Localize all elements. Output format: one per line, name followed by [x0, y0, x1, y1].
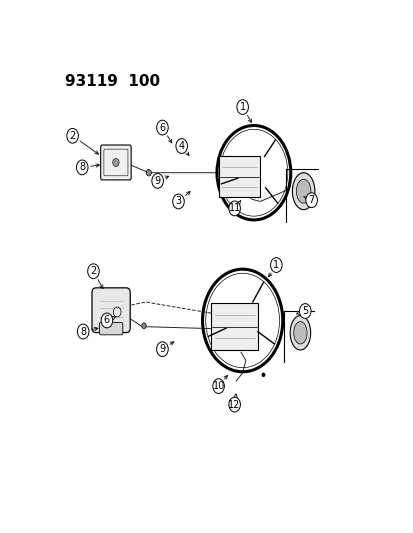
FancyBboxPatch shape — [99, 322, 123, 335]
Text: 7: 7 — [308, 195, 314, 205]
Circle shape — [66, 128, 78, 143]
Circle shape — [101, 313, 112, 328]
Circle shape — [141, 323, 146, 329]
Text: 4: 4 — [178, 141, 184, 151]
Circle shape — [112, 158, 119, 166]
Text: 2: 2 — [90, 266, 96, 276]
Text: 11: 11 — [228, 204, 240, 213]
Text: 8: 8 — [80, 327, 86, 336]
Circle shape — [261, 373, 264, 377]
Text: 6: 6 — [159, 123, 165, 133]
FancyBboxPatch shape — [100, 145, 131, 180]
Circle shape — [228, 397, 240, 412]
Circle shape — [88, 264, 99, 279]
Circle shape — [212, 379, 224, 393]
Circle shape — [146, 169, 151, 176]
Circle shape — [305, 193, 317, 207]
Text: 12: 12 — [228, 400, 240, 409]
FancyBboxPatch shape — [218, 156, 260, 197]
FancyBboxPatch shape — [211, 303, 257, 350]
Text: 9: 9 — [154, 176, 160, 186]
Ellipse shape — [296, 179, 310, 203]
Text: 10: 10 — [212, 381, 224, 391]
Text: 8: 8 — [79, 163, 85, 172]
Text: 2: 2 — [69, 131, 76, 141]
Circle shape — [77, 324, 89, 339]
Text: 1: 1 — [273, 260, 279, 270]
Text: 3: 3 — [175, 197, 181, 206]
Text: 9: 9 — [159, 344, 165, 354]
Text: 93119  100: 93119 100 — [64, 74, 159, 89]
Circle shape — [299, 304, 310, 318]
Circle shape — [152, 174, 163, 188]
Circle shape — [236, 100, 248, 115]
Circle shape — [228, 201, 240, 216]
Circle shape — [156, 120, 168, 135]
Circle shape — [76, 160, 88, 175]
Circle shape — [270, 257, 281, 272]
Ellipse shape — [293, 321, 306, 344]
Circle shape — [172, 194, 184, 209]
Text: 5: 5 — [301, 306, 308, 316]
Text: 1: 1 — [239, 102, 245, 112]
Circle shape — [156, 342, 168, 357]
Ellipse shape — [290, 316, 310, 350]
FancyBboxPatch shape — [92, 288, 130, 333]
Circle shape — [176, 139, 187, 154]
Ellipse shape — [292, 173, 314, 209]
Text: 6: 6 — [104, 316, 110, 326]
